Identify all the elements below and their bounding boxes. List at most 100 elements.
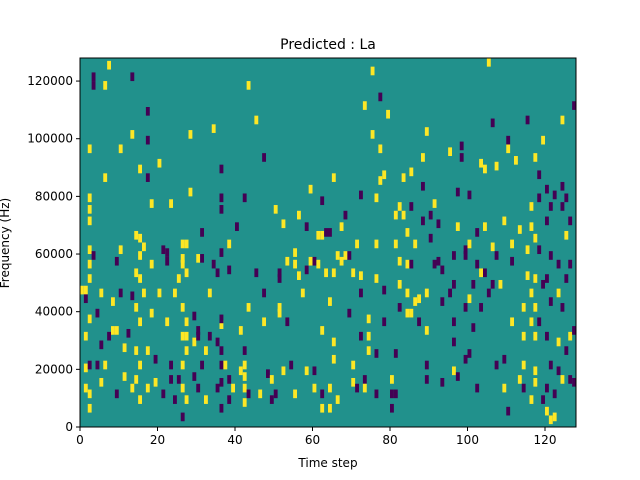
cell-low bbox=[227, 265, 232, 275]
cell-low bbox=[91, 81, 96, 90]
cell-low bbox=[165, 248, 170, 257]
cell-low bbox=[169, 360, 174, 370]
cell-high bbox=[83, 285, 88, 295]
cell-high bbox=[370, 130, 375, 139]
cell-low bbox=[459, 153, 464, 162]
cell-high bbox=[529, 317, 534, 327]
cell-high bbox=[114, 326, 119, 335]
cell-low bbox=[176, 375, 181, 384]
cell-high bbox=[316, 230, 321, 240]
cell-high bbox=[246, 81, 251, 90]
cell-low bbox=[452, 317, 456, 327]
cell-low bbox=[277, 274, 282, 283]
cell-low bbox=[219, 346, 224, 355]
cell-high bbox=[374, 193, 379, 203]
cell-low bbox=[219, 403, 224, 413]
cell-low bbox=[428, 233, 433, 243]
cell-high bbox=[366, 331, 371, 341]
cell-high bbox=[149, 199, 154, 208]
cell-high bbox=[533, 303, 538, 312]
y-tick-label: 0 bbox=[65, 420, 73, 434]
cell-high bbox=[328, 297, 332, 306]
cell-high bbox=[180, 331, 185, 341]
cell-high bbox=[351, 268, 356, 278]
y-tick-label: 20000 bbox=[35, 362, 73, 376]
cell-low bbox=[254, 268, 259, 278]
cell-low bbox=[320, 196, 325, 206]
cell-low bbox=[440, 297, 445, 306]
cell-high bbox=[421, 153, 425, 162]
cell-low bbox=[545, 331, 549, 341]
plot-area bbox=[79, 57, 577, 428]
cell-high bbox=[514, 156, 518, 165]
cell-high bbox=[300, 288, 305, 298]
cell-low bbox=[463, 303, 468, 312]
cell-high bbox=[382, 170, 387, 180]
cell-low bbox=[192, 311, 197, 321]
cell-low bbox=[521, 383, 526, 393]
cell-high bbox=[103, 360, 108, 370]
cell-high bbox=[103, 81, 108, 90]
cell-high bbox=[355, 239, 360, 249]
cell-low bbox=[428, 210, 433, 220]
cell-low bbox=[161, 389, 166, 399]
cell-high bbox=[211, 124, 216, 133]
cell-high bbox=[118, 245, 123, 255]
cell-low bbox=[242, 193, 247, 203]
cell-low bbox=[200, 360, 205, 370]
cell-high bbox=[432, 199, 437, 208]
cell-low bbox=[347, 308, 352, 318]
cell-high bbox=[83, 363, 88, 373]
cell-high bbox=[424, 127, 429, 136]
cell-high bbox=[180, 383, 185, 393]
plot-background bbox=[80, 58, 576, 427]
cell-high bbox=[359, 271, 363, 280]
cell-low bbox=[564, 274, 569, 283]
x-tick-label: 120 bbox=[534, 433, 557, 447]
y-tick-label: 120000 bbox=[27, 74, 73, 88]
cell-low bbox=[219, 193, 224, 203]
cell-high bbox=[223, 360, 228, 370]
cell-low bbox=[320, 389, 325, 399]
cell-low bbox=[463, 251, 468, 260]
x-tick-label: 60 bbox=[305, 433, 320, 447]
cell-low bbox=[537, 245, 542, 255]
cell-low bbox=[91, 251, 96, 260]
cell-low bbox=[343, 210, 348, 220]
cell-low bbox=[153, 354, 158, 364]
cell-low bbox=[432, 259, 437, 269]
cell-high bbox=[331, 173, 336, 182]
cell-high bbox=[87, 314, 92, 324]
cell-high bbox=[351, 360, 356, 370]
cell-high bbox=[180, 254, 185, 263]
cell-low bbox=[471, 279, 476, 289]
cell-low bbox=[200, 228, 205, 237]
cell-high bbox=[134, 230, 139, 240]
x-tick-label: 40 bbox=[227, 433, 242, 447]
x-axis: 0 20 40 60 80 100 120 bbox=[76, 427, 556, 447]
cell-high bbox=[308, 256, 313, 266]
cell-high bbox=[517, 375, 522, 384]
cell-high bbox=[467, 294, 472, 304]
cell-low bbox=[196, 331, 201, 341]
cell-high bbox=[556, 337, 561, 347]
cell-high bbox=[405, 308, 410, 318]
cell-low bbox=[525, 115, 530, 125]
cell-low bbox=[545, 216, 549, 226]
cell-high bbox=[138, 233, 143, 243]
cell-high bbox=[134, 268, 139, 278]
cell-low bbox=[312, 366, 317, 376]
cell-high bbox=[83, 383, 88, 393]
cell-high bbox=[87, 205, 92, 214]
cell-high bbox=[111, 326, 115, 335]
cell-high bbox=[130, 383, 135, 393]
cell-low bbox=[475, 228, 480, 237]
cell-low bbox=[502, 354, 507, 364]
cell-high bbox=[87, 245, 92, 255]
cell-low bbox=[475, 259, 480, 269]
cell-high bbox=[308, 184, 313, 194]
cell-high bbox=[405, 288, 410, 298]
cell-high bbox=[397, 256, 402, 266]
cell-high bbox=[83, 331, 88, 341]
cell-low bbox=[486, 288, 491, 298]
